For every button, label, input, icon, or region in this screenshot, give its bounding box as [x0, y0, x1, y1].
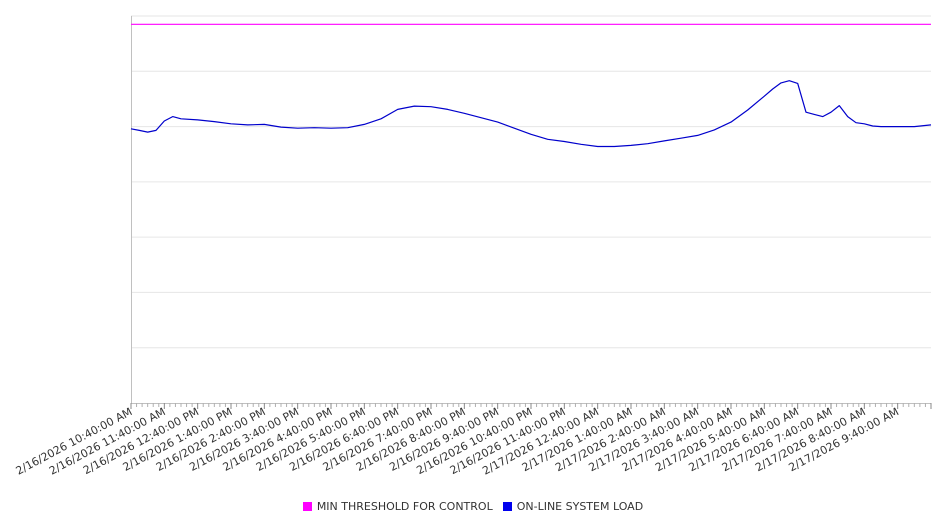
- series-lines: [130, 23, 932, 148]
- legend-label-min-threshold: MIN THRESHOLD FOR CONTROL: [316, 499, 493, 513]
- legend: MIN THRESHOLD FOR CONTROL ON-LINE SYSTEM…: [0, 498, 946, 514]
- x-axis-ticks: 2/16/2026 10:40:00 AM2/16/2026 11:40:00 …: [14, 403, 932, 478]
- series-line-system-load: [130, 80, 932, 148]
- legend-label-system-load: ON-LINE SYSTEM LOAD: [516, 499, 644, 513]
- legend-swatch-min-threshold: [302, 501, 312, 511]
- legend-swatch-system-load: [502, 501, 512, 511]
- legend-item-system-load: ON-LINE SYSTEM LOAD: [502, 499, 644, 513]
- axes: [131, 16, 931, 404]
- legend-item-min-threshold: MIN THRESHOLD FOR CONTROL: [302, 499, 493, 513]
- gridlines: [131, 15, 931, 349]
